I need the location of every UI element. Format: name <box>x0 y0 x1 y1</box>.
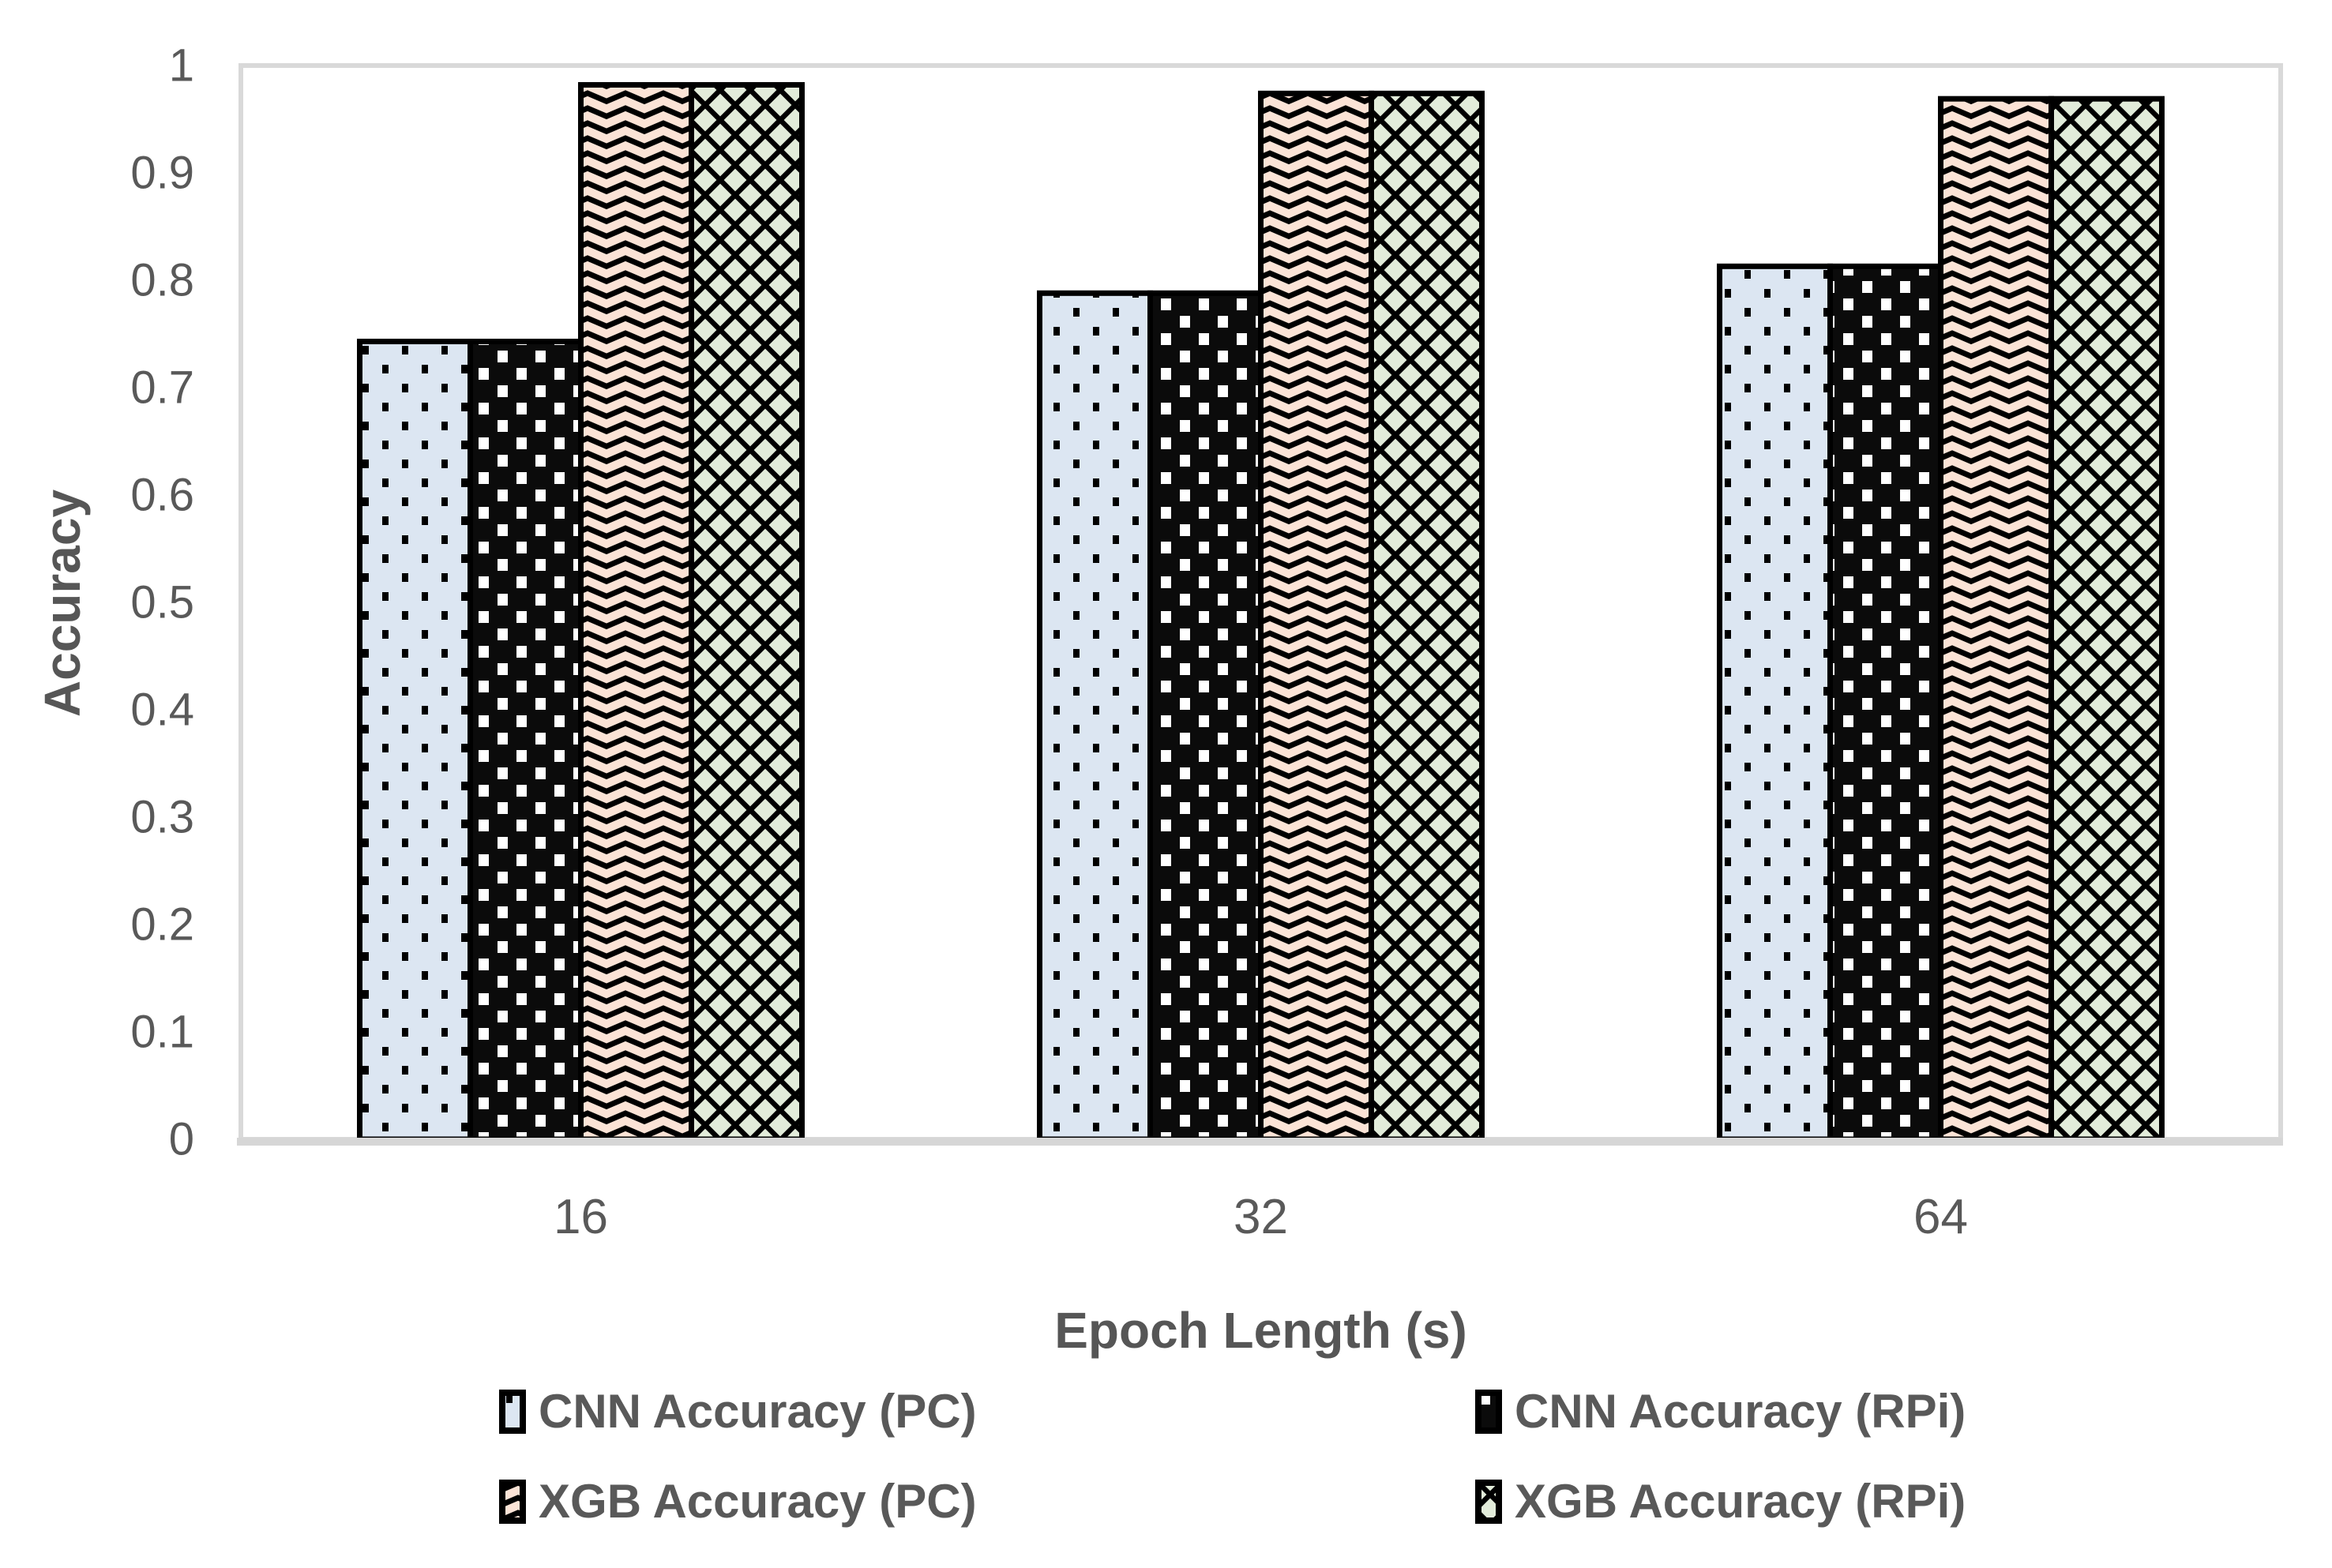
y-tick-label-0.8: 0.8 <box>130 255 194 306</box>
legend-item-cnn-rpi: CNN Accuracy (RPi) <box>1475 1388 1966 1435</box>
y-tick-label-0: 0 <box>169 1114 194 1165</box>
x-category-label-64: 64 <box>1913 1190 1968 1244</box>
legend-label-cnn-rpi: CNN Accuracy (RPi) <box>1515 1385 1966 1438</box>
y-tick-label-0.7: 0.7 <box>130 362 194 414</box>
bar-cnn-accuracy-rpi--16 <box>468 339 584 1142</box>
bar-xgb-accuracy-pc--16 <box>578 81 694 1142</box>
bar-cnn-accuracy-rpi--64 <box>1827 263 1943 1142</box>
legend-label-cnn-pc: CNN Accuracy (PC) <box>539 1385 977 1438</box>
legend-label-xgb-rpi: XGB Accuracy (RPi) <box>1515 1475 1966 1528</box>
legend-label-xgb-pc: XGB Accuracy (PC) <box>539 1475 977 1528</box>
y-tick-label-1: 1 <box>169 40 194 92</box>
bar-xgb-accuracy-rpi--64 <box>2048 96 2165 1142</box>
legend-swatch-cnn-pc-icon <box>499 1390 526 1434</box>
bar-xgb-accuracy-rpi--16 <box>689 81 805 1142</box>
legend-item-cnn-pc: CNN Accuracy (PC) <box>499 1388 977 1435</box>
bar-xgb-accuracy-rpi--32 <box>1369 90 1485 1142</box>
y-tick-label-0.3: 0.3 <box>130 792 194 843</box>
legend-item-xgb-rpi: XGB Accuracy (RPi) <box>1475 1478 1966 1525</box>
bar-xgb-accuracy-pc--32 <box>1258 90 1374 1142</box>
y-tick-label-0.4: 0.4 <box>130 685 194 736</box>
y-tick-label-0.9: 0.9 <box>130 148 194 199</box>
bar-cnn-accuracy-pc--64 <box>1717 263 1833 1142</box>
x-category-label-16: 16 <box>554 1190 608 1244</box>
legend-swatch-xgb-pc-icon <box>499 1480 526 1524</box>
bar-cnn-accuracy-rpi--32 <box>1147 290 1264 1142</box>
y-tick-label-0.6: 0.6 <box>130 470 194 521</box>
y-tick-label-0.2: 0.2 <box>130 899 194 951</box>
plot-area: 0 0.1 0.2 0.3 0.4 0.5 0.6 0.7 0.8 0.9 1 16 32 64 <box>130 40 2283 1244</box>
y-axis-title: Accuracy <box>34 489 91 718</box>
legend-item-xgb-pc: XGB Accuracy (PC) <box>499 1478 977 1525</box>
bar-cnn-accuracy-pc--16 <box>357 339 473 1142</box>
y-tick-label-0.1: 0.1 <box>130 1007 194 1058</box>
y-tick-label-0.5: 0.5 <box>130 577 194 628</box>
legend-swatch-xgb-rpi-icon <box>1475 1480 1502 1524</box>
bar-xgb-accuracy-pc--64 <box>1938 96 2054 1142</box>
x-category-label-32: 32 <box>1234 1190 1288 1244</box>
bar-cnn-accuracy-pc--32 <box>1037 290 1153 1142</box>
legend-swatch-cnn-rpi-icon <box>1475 1390 1502 1434</box>
x-axis-title: Epoch Length (s) <box>1054 1302 1467 1359</box>
